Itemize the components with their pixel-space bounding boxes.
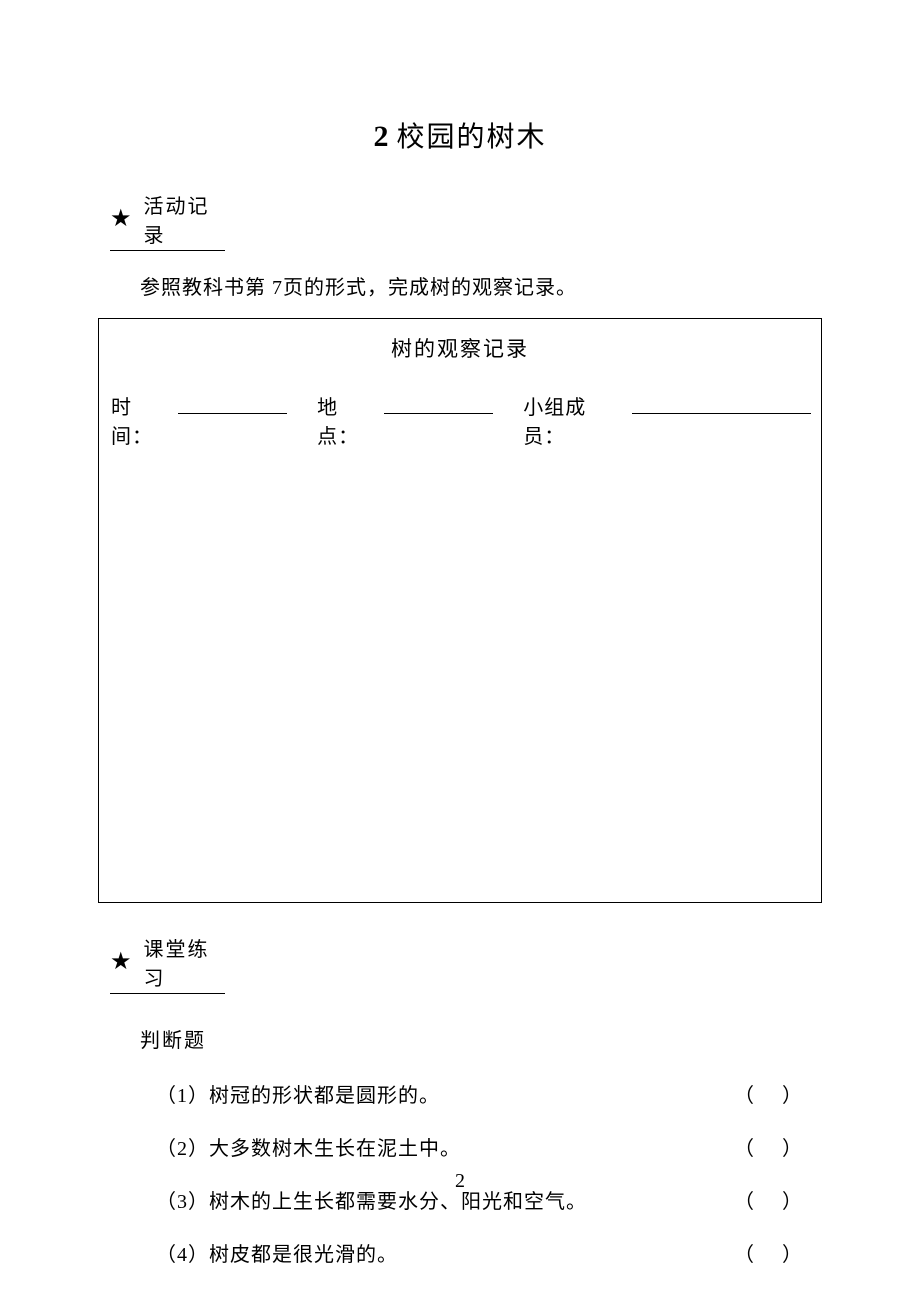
- time-field: 时间：: [111, 391, 317, 449]
- instruction-text: 参照教科书第 7页的形式，完成树的观察记录。: [140, 271, 822, 300]
- members-input-line[interactable]: [632, 394, 811, 414]
- question-2: （2）大多数树木生长在泥土中。 （）: [156, 1132, 802, 1161]
- time-input-line[interactable]: [178, 394, 287, 414]
- observation-record-box: 树的观察记录 时间： 地点： 小组成员：: [98, 318, 822, 903]
- title-text: 校园的树木: [396, 122, 546, 153]
- time-label: 时间：: [111, 391, 174, 449]
- location-input-line[interactable]: [384, 394, 493, 414]
- members-field: 小组成员：: [523, 391, 811, 449]
- location-field: 地点：: [317, 391, 523, 449]
- question-2-text: （2）大多数树木生长在泥土中。: [156, 1132, 734, 1161]
- record-fields-row: 时间： 地点： 小组成员：: [109, 391, 811, 449]
- page-number: 2: [0, 1170, 920, 1193]
- record-title: 树的观察记录: [109, 333, 811, 363]
- question-4: （4）树皮都是很光滑的。 （）: [156, 1238, 802, 1267]
- location-label: 地点：: [317, 391, 380, 449]
- star-icon: ★: [110, 207, 132, 231]
- answer-paren-1[interactable]: （）: [734, 1079, 802, 1108]
- title-number: 2: [373, 120, 390, 153]
- question-1-text: （1）树冠的形状都是圆形的。: [156, 1079, 734, 1108]
- members-label: 小组成员：: [523, 391, 628, 449]
- section1-header: ★ 活动记录: [110, 190, 225, 251]
- question-4-text: （4）树皮都是很光滑的。: [156, 1238, 734, 1267]
- answer-paren-2[interactable]: （）: [734, 1132, 802, 1161]
- page-content: 2校园的树木 ★ 活动记录 参照教科书第 7页的形式，完成树的观察记录。 树的观…: [0, 0, 920, 1267]
- subtitle: 判断题: [140, 1024, 822, 1053]
- section2-header: ★ 课堂练习: [110, 933, 225, 994]
- question-1: （1）树冠的形状都是圆形的。 （）: [156, 1079, 802, 1108]
- star-icon: ★: [110, 950, 132, 974]
- section2-label: 课堂练习: [144, 933, 225, 991]
- page-title: 2校园的树木: [98, 115, 822, 155]
- section1-label: 活动记录: [144, 190, 225, 248]
- answer-paren-4[interactable]: （）: [734, 1238, 802, 1267]
